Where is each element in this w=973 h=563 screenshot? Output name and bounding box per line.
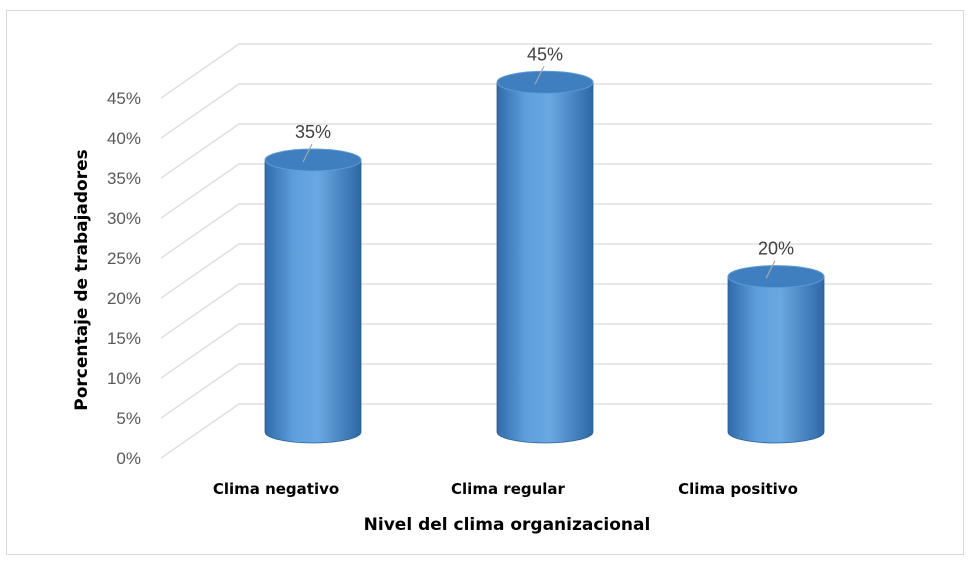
y-tick-label: 45%	[107, 89, 141, 108]
x-axis-title: Nivel del clima organizacional	[364, 515, 651, 535]
bar-body	[264, 159, 362, 444]
data-label-leader	[765, 260, 776, 279]
y-tick-label: 25%	[107, 249, 141, 268]
y-axis-title: Porcentaje de trabajadores	[72, 149, 92, 411]
y-tick-label: 10%	[107, 369, 141, 388]
grid-line-depth	[160, 203, 240, 259]
x-axis-categories: Clima negativo Clima regular Clima positiv…	[213, 480, 798, 498]
bar-body	[496, 81, 594, 444]
data-label: 45%	[527, 44, 563, 64]
x-category-label: Clima regular	[451, 480, 566, 498]
grid-line-depth	[160, 363, 240, 419]
y-tick-label: 35%	[107, 169, 141, 188]
y-tick-label: 30%	[107, 209, 141, 228]
bar-2	[496, 66, 594, 444]
grid-line-depth	[160, 83, 240, 139]
grid-line-depth	[160, 323, 240, 379]
y-tick-label: 15%	[107, 329, 141, 348]
bars: 35% 45% 20%	[264, 44, 825, 444]
y-tick-label: 0%	[116, 449, 141, 468]
data-label-leader	[302, 143, 313, 163]
grid-line-depth	[160, 43, 240, 99]
bar-top	[264, 148, 362, 172]
y-tick-label: 5%	[116, 409, 141, 428]
grid-line-depth	[160, 403, 240, 459]
data-label: 35%	[295, 122, 331, 142]
data-label: 20%	[758, 239, 794, 259]
bar-top	[496, 70, 594, 94]
grid-line-depth	[160, 283, 240, 339]
grid-line-depth	[160, 123, 240, 179]
bar-1	[264, 143, 362, 444]
data-label-leader	[534, 66, 545, 85]
y-tick-label: 40%	[107, 129, 141, 148]
grid-line-depth	[160, 163, 240, 219]
bar-top	[727, 265, 825, 289]
x-category-label: Clima positivo	[678, 480, 798, 498]
y-axis-ticks: 0% 5% 10% 15% 20% 25% 30% 35% 40% 45%	[107, 89, 141, 468]
y-tick-label: 20%	[107, 289, 141, 308]
bar-body	[727, 276, 825, 444]
bar-3	[727, 260, 825, 444]
grid-line-depth	[160, 243, 240, 299]
x-category-label: Clima negativo	[213, 480, 339, 498]
